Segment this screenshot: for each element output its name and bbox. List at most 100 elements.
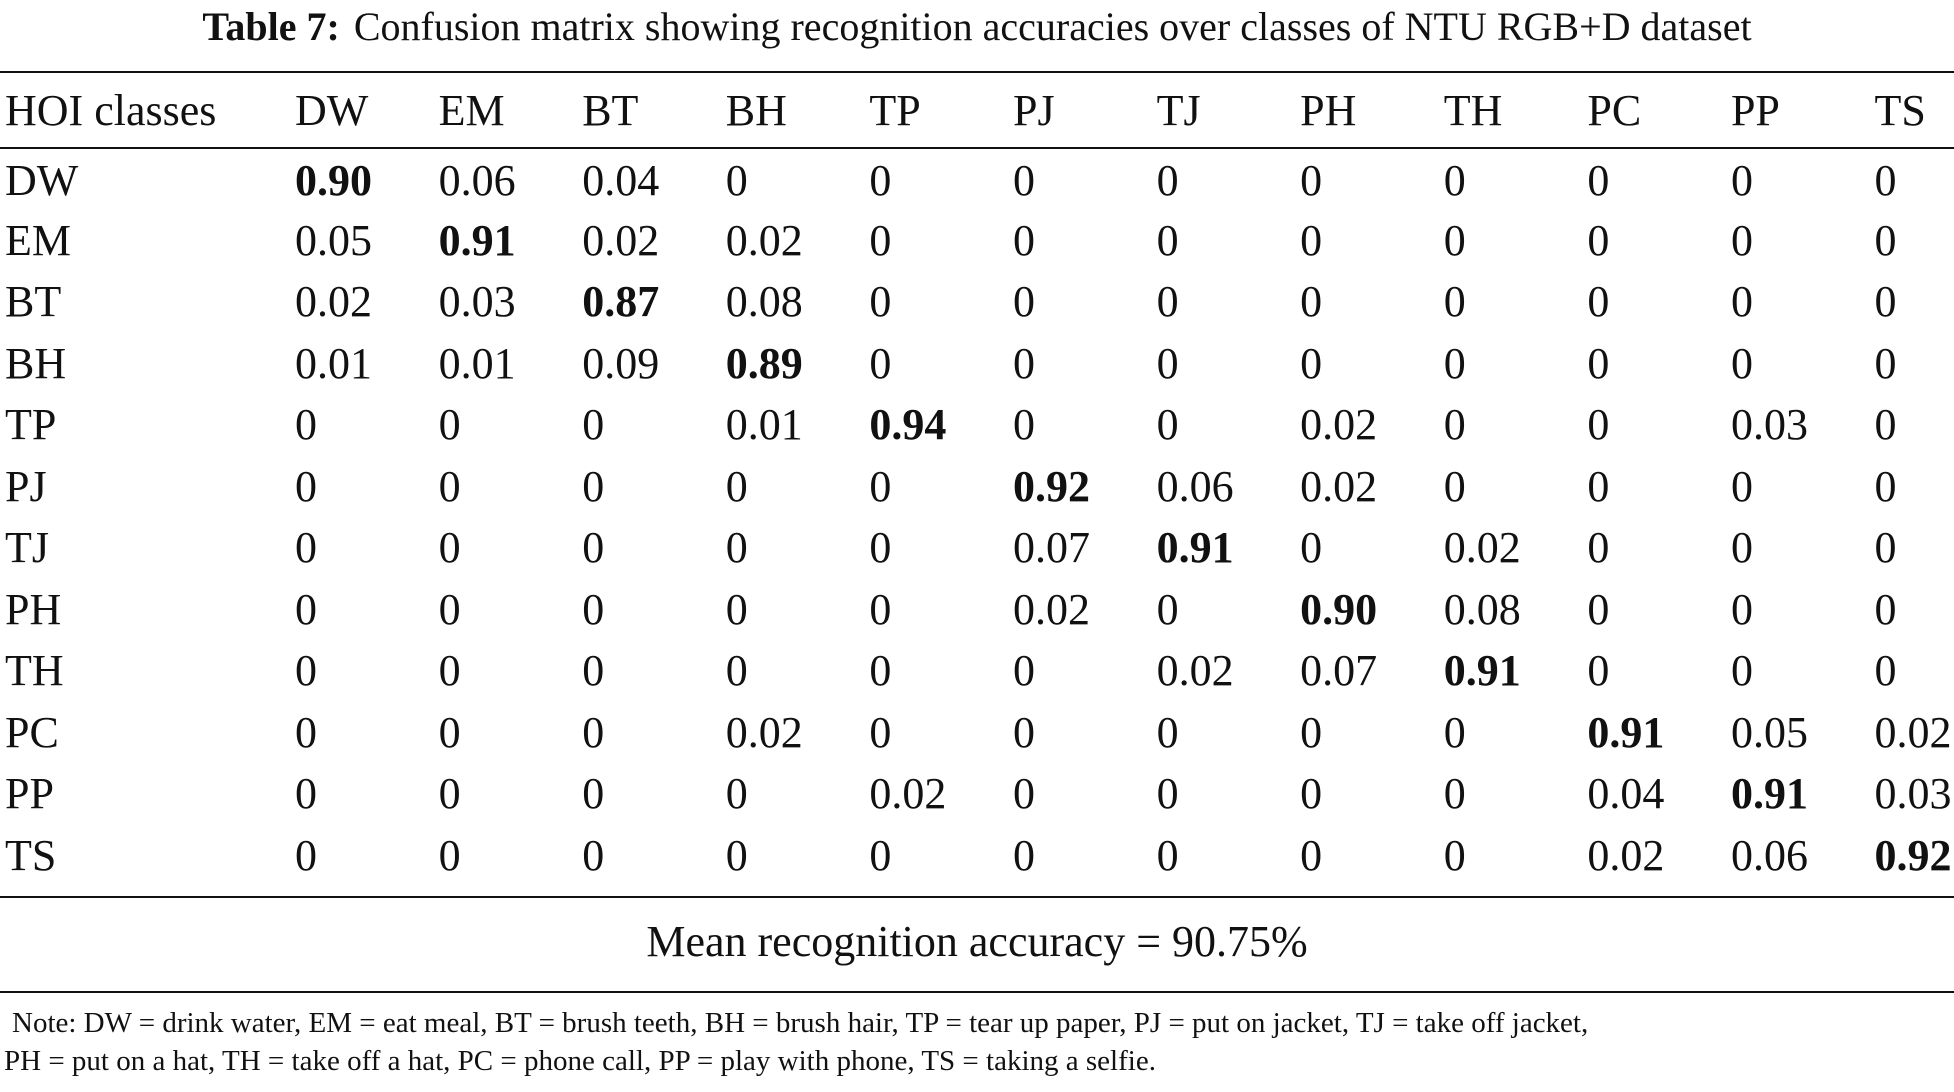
matrix-cell: 0 <box>1874 277 1897 327</box>
matrix-cell: 0 <box>295 461 317 511</box>
matrix-cell: 0.01 <box>295 338 372 388</box>
matrix-cell: 0.03 <box>1874 769 1952 819</box>
matrix-cell: 0 <box>1443 400 1466 450</box>
matrix-cell: 0 <box>1874 400 1897 450</box>
matrix-cell: 0 <box>869 830 892 880</box>
matrix-cell: 0.05 <box>1730 707 1808 757</box>
matrix-cell: 0.06 <box>1156 461 1234 511</box>
matrix-cell: 0 <box>1156 584 1179 634</box>
matrix-cell: 0 <box>1012 400 1035 450</box>
matrix-cell: 0 <box>295 707 317 757</box>
matrix-cell: 0.04 <box>582 156 660 206</box>
matrix-cell: 0.02 <box>725 215 803 265</box>
diagonal-cell: 0.91 <box>1443 646 1521 696</box>
matrix-cell: 0 <box>295 769 317 819</box>
matrix-cell: 0.02 <box>1443 523 1521 573</box>
matrix-cell: 0 <box>725 769 748 819</box>
table-row: BT 0.02 0.03 0.87 0.08 0 0 0 0 0 0 0 0 <box>0 271 1954 333</box>
diagonal-cell: 0.92 <box>1874 830 1952 880</box>
table-caption: Table 7: Confusion matrix showing recogni… <box>0 2 1954 52</box>
matrix-cell: 0 <box>1443 215 1466 265</box>
matrix-cell: 0 <box>869 461 892 511</box>
matrix-cell: 0 <box>1587 523 1610 573</box>
matrix-cell: 0 <box>1012 646 1035 696</box>
matrix-cell: 0 <box>1300 277 1323 327</box>
matrix-cell: 0 <box>582 707 605 757</box>
row-header-th: TH <box>5 646 64 696</box>
row-header-em: EM <box>5 215 71 265</box>
column-header-em: EM <box>438 86 505 135</box>
column-header-pc: PC <box>1587 86 1642 135</box>
matrix-cell: 0.02 <box>1300 400 1378 450</box>
matrix-cell: 0 <box>438 830 461 880</box>
matrix-cell: 0 <box>1300 523 1323 573</box>
table-caption-text: Confusion matrix showing recognition acc… <box>353 4 1752 49</box>
matrix-cell: 0.02 <box>1300 461 1378 511</box>
matrix-cell: 0 <box>1156 830 1179 880</box>
matrix-cell: 0 <box>1874 646 1897 696</box>
matrix-cell: 0 <box>1587 156 1610 206</box>
matrix-cell: 0 <box>1443 830 1466 880</box>
table-row: PC 0 0 0 0.02 0 0 0 0 0 0.91 0.05 0.02 <box>0 702 1954 764</box>
matrix-cell: 0 <box>1300 338 1323 388</box>
row-header-pj: PJ <box>5 461 47 511</box>
row-header-ts: TS <box>5 830 57 880</box>
matrix-cell: 0 <box>582 646 605 696</box>
matrix-cell: 0 <box>295 646 317 696</box>
matrix-cell: 0.02 <box>1587 830 1665 880</box>
matrix-cell: 0 <box>438 523 461 573</box>
matrix-cell: 0 <box>1300 707 1323 757</box>
matrix-cell: 0 <box>1443 461 1466 511</box>
matrix-cell: 0 <box>438 769 461 819</box>
matrix-cell: 0 <box>1587 338 1610 388</box>
matrix-cell: 0 <box>1730 584 1753 634</box>
column-header-ts: TS <box>1874 86 1926 135</box>
table-row: TP 0 0 0 0.01 0.94 0 0 0.02 0 0 0.03 0 <box>0 394 1954 456</box>
row-header-pp: PP <box>5 769 54 819</box>
matrix-cell: 0 <box>1730 646 1753 696</box>
row-header-tp: TP <box>5 400 57 450</box>
matrix-cell: 0 <box>582 769 605 819</box>
table-note: Note: DW = drink water, EM = eat meal, B… <box>4 1004 1954 1080</box>
table-row: BH 0.01 0.01 0.09 0.89 0 0 0 0 0 0 0 0 <box>0 333 1954 395</box>
matrix-cell: 0 <box>438 707 461 757</box>
note-line-2: PH = put on a hat, TH = take off a hat, … <box>4 1045 1156 1077</box>
diagonal-cell: 0.90 <box>1300 584 1378 634</box>
matrix-cell: 0 <box>1443 156 1466 206</box>
table-body: DW 0.90 0.06 0.04 0 0 0 0 0 0 0 0 0 EM 0.05 0.91 0.02 0.0… <box>0 148 1954 886</box>
column-header-pp: PP <box>1730 86 1780 135</box>
table-bottom-rule <box>0 896 1954 898</box>
matrix-cell: 0 <box>1730 277 1753 327</box>
matrix-cell: 0 <box>869 707 892 757</box>
matrix-cell: 0 <box>295 830 317 880</box>
matrix-cell: 0 <box>1300 769 1323 819</box>
mean-accuracy-text: Mean recognition accuracy = 90.75% <box>646 917 1308 966</box>
column-header-pj: PJ <box>1012 86 1055 135</box>
matrix-cell: 0 <box>1587 646 1610 696</box>
table-row: PH 0 0 0 0 0 0.02 0 0.90 0.08 0 0 0 <box>0 579 1954 641</box>
matrix-cell: 0 <box>869 156 892 206</box>
matrix-cell: 0.02 <box>869 769 947 819</box>
matrix-cell: 0 <box>1730 215 1753 265</box>
row-header-tj: TJ <box>5 523 49 573</box>
column-header-ph: PH <box>1300 86 1357 135</box>
matrix-cell: 0.01 <box>438 338 516 388</box>
matrix-cell: 0 <box>438 400 461 450</box>
matrix-cell: 0 <box>869 523 892 573</box>
matrix-cell: 0 <box>438 461 461 511</box>
matrix-cell: 0 <box>1300 156 1323 206</box>
matrix-cell: 0 <box>582 830 605 880</box>
matrix-cell: 0.06 <box>438 156 516 206</box>
matrix-cell: 0 <box>1874 584 1897 634</box>
matrix-cell: 0 <box>295 400 317 450</box>
matrix-cell: 0 <box>1587 461 1610 511</box>
matrix-cell: 0 <box>1874 338 1897 388</box>
matrix-cell: 0.02 <box>582 215 660 265</box>
column-header-dw: DW <box>295 86 369 135</box>
matrix-cell: 0 <box>582 584 605 634</box>
matrix-cell: 0.03 <box>1730 400 1808 450</box>
matrix-cell: 0.09 <box>582 338 660 388</box>
table-row: TJ 0 0 0 0 0 0.07 0.91 0 0.02 0 0 0 <box>0 517 1954 579</box>
matrix-cell: 0 <box>1587 277 1610 327</box>
